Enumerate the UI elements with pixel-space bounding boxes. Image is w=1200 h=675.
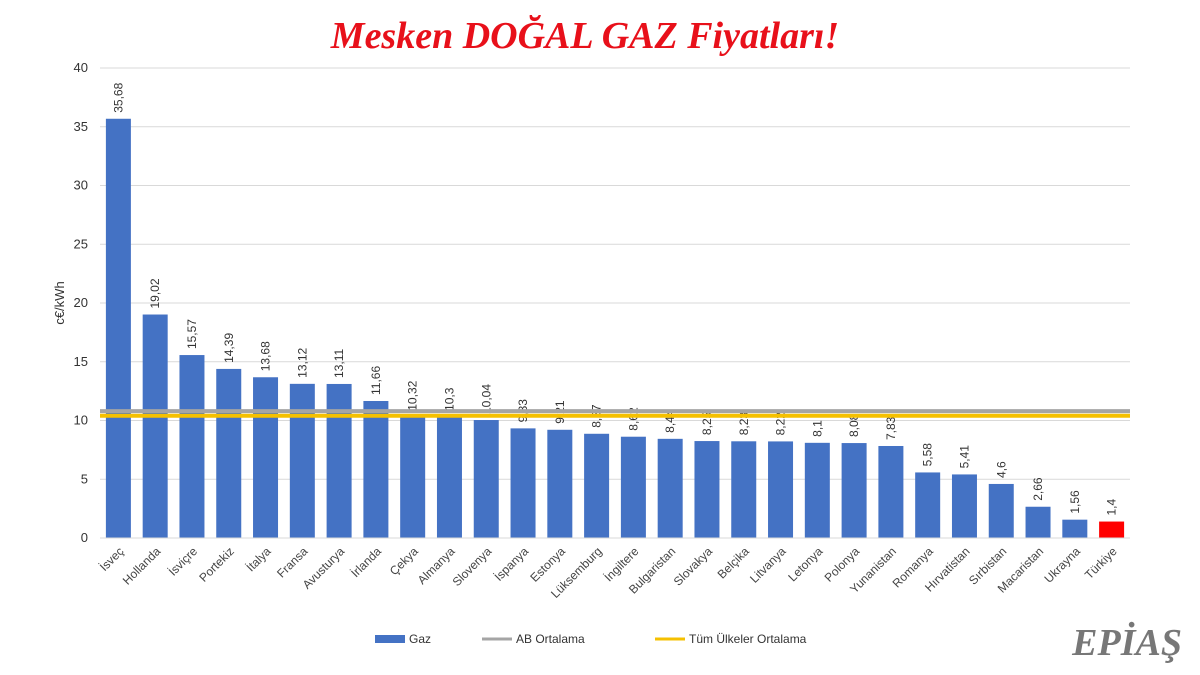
data-label: 15,57 xyxy=(185,319,199,349)
bar xyxy=(289,383,315,538)
data-label: 10,04 xyxy=(479,384,493,414)
y-tick-label: 30 xyxy=(74,178,88,193)
bar xyxy=(179,355,205,538)
y-tick-label: 40 xyxy=(74,60,88,75)
y-tick-label: 15 xyxy=(74,354,88,369)
bar xyxy=(547,429,573,538)
bar xyxy=(363,400,389,538)
x-tick-label: İrlanda xyxy=(348,544,384,580)
data-label: 5,58 xyxy=(921,443,935,467)
x-tick-label: Çekya xyxy=(387,544,421,578)
bar xyxy=(988,483,1014,538)
data-label: 4,6 xyxy=(994,461,1008,478)
bar xyxy=(694,441,720,538)
y-axis-label: c€/kWh xyxy=(52,281,67,324)
data-label: 13,68 xyxy=(259,341,273,371)
chart-title: Mesken DOĞAL GAZ Fiyatları! xyxy=(330,15,840,57)
y-tick-label: 20 xyxy=(74,295,88,310)
bar xyxy=(620,436,646,538)
data-label: 8,08 xyxy=(847,413,861,437)
data-label: 35,68 xyxy=(111,82,125,112)
bar xyxy=(768,441,794,538)
data-label: 10,32 xyxy=(406,380,420,410)
bar xyxy=(1025,506,1051,538)
legend-swatch xyxy=(375,635,405,643)
bar xyxy=(326,383,352,538)
bar xyxy=(951,474,977,538)
data-label: 2,66 xyxy=(1031,477,1045,501)
x-tick-label: Slovenya xyxy=(450,544,495,589)
data-label: 1,4 xyxy=(1105,499,1119,516)
x-tick-label: İsveç xyxy=(97,544,127,574)
bar xyxy=(878,445,904,538)
bar xyxy=(473,420,499,538)
bar xyxy=(657,438,683,538)
bar xyxy=(400,416,426,538)
data-label: 13,12 xyxy=(295,347,309,377)
data-label: 1,56 xyxy=(1068,490,1082,514)
y-tick-label: 10 xyxy=(74,413,88,428)
x-tick-label: Hollanda xyxy=(120,544,164,588)
bar xyxy=(216,368,242,538)
x-tick-label: Letonya xyxy=(785,544,825,584)
epias-logo: EPİAŞ xyxy=(1072,622,1182,664)
legend-label: Tüm Ülkeler Ortalama xyxy=(689,632,807,646)
y-tick-label: 5 xyxy=(81,471,88,486)
bar xyxy=(1062,519,1088,538)
x-tick-label: Slovakya xyxy=(671,544,716,589)
legend-label: AB Ortalama xyxy=(516,632,585,646)
data-label: 5,41 xyxy=(957,445,971,469)
x-tick-label: İspanya xyxy=(492,544,532,584)
x-tick-label: Litvanya xyxy=(747,544,789,586)
data-label: 8,1 xyxy=(810,420,824,437)
bar xyxy=(142,314,168,538)
bar xyxy=(1099,521,1125,538)
x-tick-label: İtalya xyxy=(243,544,273,574)
data-label: 10,3 xyxy=(442,387,456,411)
y-tick-label: 0 xyxy=(81,530,88,545)
legend-label: Gaz xyxy=(409,632,431,646)
data-label: 14,39 xyxy=(222,333,236,363)
data-label: 7,83 xyxy=(884,416,898,440)
x-tick-label: Ukrayna xyxy=(1041,544,1083,586)
data-label: 19,02 xyxy=(148,278,162,308)
bar xyxy=(584,433,610,538)
x-tick-label: Türkiye xyxy=(1082,544,1120,582)
bar xyxy=(253,377,279,538)
bar xyxy=(841,443,867,538)
bar xyxy=(105,118,131,538)
bar xyxy=(804,442,830,538)
bar xyxy=(510,428,536,538)
y-tick-label: 25 xyxy=(74,236,88,251)
data-label: 11,66 xyxy=(369,366,383,395)
bar xyxy=(731,441,757,538)
x-tick-label: İsviçre xyxy=(166,544,201,579)
y-tick-label: 35 xyxy=(74,119,88,134)
data-label: 13,11 xyxy=(332,348,346,377)
bar xyxy=(436,416,462,538)
x-tick-label: Portekiz xyxy=(196,544,237,585)
bar xyxy=(915,472,941,538)
